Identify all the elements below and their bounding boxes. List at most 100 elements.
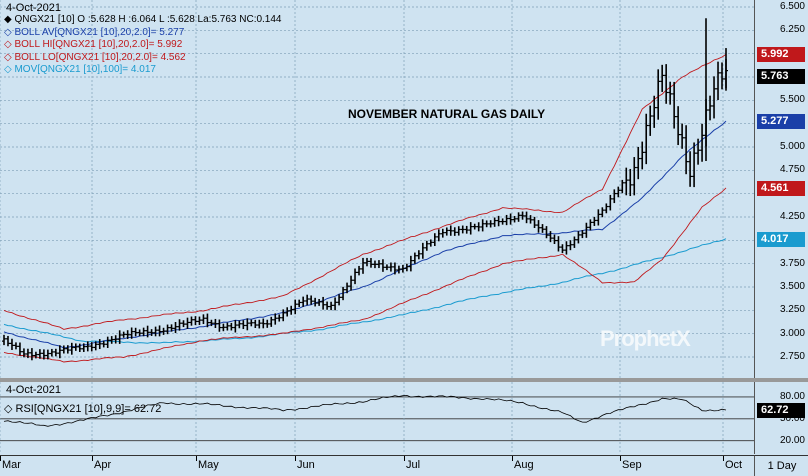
ohlc-bar [608, 194, 613, 211]
rsi-last-value: 62.72 [757, 402, 805, 418]
date-axis: Mar Apr May Jun Jul Aug Sep Oct [0, 455, 754, 476]
ohlc-bar [157, 325, 162, 337]
ohlc-bar [21, 348, 26, 358]
panel-separator[interactable] [0, 378, 808, 382]
ohlc-bar [101, 340, 106, 348]
ohlc-bar [700, 123, 705, 162]
month-label: Aug [514, 459, 534, 471]
ohlc-bar [684, 125, 689, 175]
price-tick-label: 3.500 [779, 281, 805, 292]
ohlc-bar [384, 264, 389, 271]
ohlc-bar [424, 240, 429, 251]
ohlc-bar [508, 213, 513, 225]
price-label-boll-hi: 5.992 [757, 47, 805, 63]
ohlc-bar [141, 327, 146, 337]
ohlc-bar [229, 322, 234, 331]
price-chart-panel[interactable]: 4-Oct-2021 ◆ QNGX21 [10] O :5.628 H :6.0… [0, 0, 754, 378]
ohlc-bar [289, 305, 294, 315]
ohlc-bar [688, 151, 693, 187]
plot-background [0, 0, 754, 378]
rsi-line [3, 394, 727, 427]
ohlc-bar [588, 219, 593, 231]
ohlc-bar [5, 335, 10, 347]
ohlc-bar [77, 343, 82, 352]
ohlc-bar [241, 320, 246, 330]
ohlc-bar [680, 123, 685, 149]
ohlc-bar [89, 342, 94, 352]
ohlc-bar [492, 217, 497, 227]
ohlc-bar [716, 61, 721, 101]
ohlc-bar [464, 225, 469, 234]
ohlc-bar [185, 317, 190, 329]
ohlc-bar [357, 265, 362, 276]
ohlc-bar [149, 329, 154, 336]
ohlc-bar [476, 222, 481, 232]
ohlc-bar [113, 335, 118, 344]
ohlc-bar [125, 330, 130, 339]
ohlc-bar [580, 230, 585, 239]
ohlc-bar [9, 338, 14, 350]
ohlc-bar [488, 220, 493, 228]
legend-text: BOLL HI[QNGX21 [10],20,2.0]= 5.992 [14, 39, 183, 50]
ohlc-bar [444, 227, 449, 236]
ohlc-bar [297, 299, 302, 308]
ohlc-bar [592, 216, 597, 226]
ohlc-bar [544, 226, 549, 239]
ohlc-bar [664, 64, 669, 104]
ohlc-bar [448, 225, 453, 236]
ohlc-bar [25, 348, 30, 359]
ohlc-bar [193, 316, 198, 326]
ohlc-bar [440, 228, 445, 238]
ohlc-bar [496, 215, 501, 227]
ohlc-bar [281, 309, 286, 322]
ohlc-bar [165, 324, 170, 335]
price-label-last: 5.763 [757, 68, 805, 84]
legend-item: ◇ BOLL LO[QNGX21 [10],20,2.0]= 4.562 [4, 52, 282, 65]
ohlc-bar [400, 264, 405, 273]
ohlc-bar [93, 341, 98, 351]
ohlc-bar [37, 349, 42, 359]
ohlc-bar [245, 318, 250, 331]
month-tick [512, 456, 513, 461]
rsi-axis: 80.00 50.00 20.00 62.72 [754, 382, 808, 454]
legend-text: MOV[QNGX21 [10],100]= 4.017 [14, 64, 156, 75]
prophetx-watermark: ProphetX [600, 326, 691, 351]
mov-line [3, 238, 727, 344]
ohlc-bar [380, 259, 385, 272]
ohlc-bar [388, 262, 393, 272]
ohlc-bar [249, 319, 254, 327]
ohlc-bar [221, 323, 226, 332]
diamond-icon: ◆ [4, 14, 15, 25]
ohlc-bar [428, 239, 433, 247]
legend-text: QNGX21 [10] O :5.628 H :6.064 L :5.628 L… [14, 14, 282, 25]
diamond-icon: ◇ [4, 39, 15, 50]
ohlc-bar [253, 319, 258, 328]
ohlc-bar [129, 327, 134, 339]
rsi-tick-label: 80.00 [779, 390, 805, 402]
ohlc-bar [524, 211, 529, 224]
ohlc-bar [468, 222, 473, 235]
ohlc-bar [416, 250, 421, 260]
ohlc-bar [612, 189, 617, 204]
month-tick [620, 456, 621, 461]
rsi-panel[interactable]: 4-Oct-2021 ◇ RSI[QNGX21 [10],9,9]= 62.72 [0, 382, 754, 454]
ohlc-bar [337, 294, 342, 306]
ohlc-bar [636, 146, 641, 180]
ohlc-bar [708, 95, 713, 121]
ohlc-bar [49, 348, 54, 357]
ohlc-bar [217, 319, 222, 332]
ohlc-bar [61, 345, 66, 354]
period-selector[interactable]: 1 Day [754, 455, 808, 476]
month-label: Sep [622, 459, 642, 471]
ohlc-bar [624, 167, 629, 196]
ohlc-bar [325, 301, 330, 310]
ohlc-bar [285, 307, 290, 317]
ohlc-bar [528, 215, 533, 224]
price-tick-label: 4.250 [779, 211, 805, 222]
ohlc-bar [676, 106, 681, 146]
ohlc-bar [2, 334, 6, 346]
ohlc-bar [616, 186, 621, 198]
ohlc-bar [672, 81, 677, 129]
rsi-tick-label: 50.00 [779, 412, 805, 424]
ohlc-bar [572, 236, 577, 248]
